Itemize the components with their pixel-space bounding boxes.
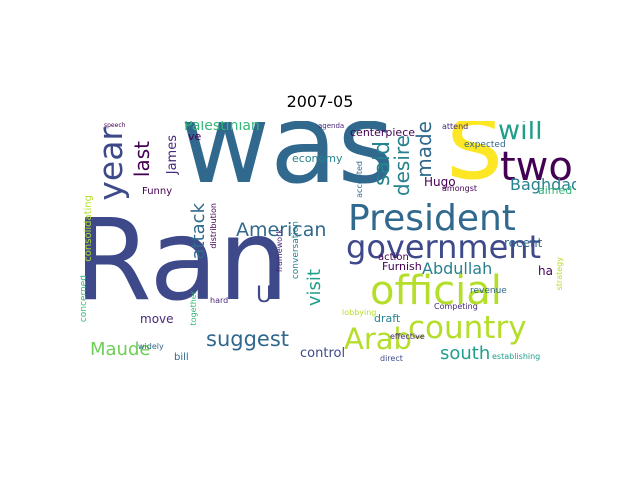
word-ve: ve (188, 130, 202, 143)
word-bill: bill (174, 352, 189, 363)
word-hugo: Hugo (424, 175, 456, 189)
word-james: James (165, 135, 180, 175)
word-attend: attend (442, 122, 469, 131)
word-lobbying: lobbying (342, 308, 377, 317)
word-year: year (91, 127, 130, 201)
word-ha: ha (538, 264, 553, 278)
word-action: action (378, 252, 409, 263)
word-was: was (180, 121, 395, 208)
word-desire: desire (390, 135, 414, 197)
word-revenue: revenue (470, 286, 507, 296)
word-cloud: was Ran s two President government offic… (80, 121, 576, 369)
word-visit: visit (304, 269, 325, 307)
word-centerpiece: centerpiece (350, 126, 416, 139)
word-two: two (500, 144, 573, 190)
word-south: south (440, 343, 491, 364)
word-move: move (140, 312, 174, 326)
word-together: together (189, 291, 198, 326)
word-maude: Maude (90, 339, 151, 360)
word-u: U (256, 283, 273, 308)
word-abdullah: Abdullah (422, 259, 493, 278)
word-will: will (498, 121, 543, 146)
word-made: made (412, 121, 436, 178)
word-expected: expected (464, 140, 506, 150)
word-suggest: suggest (206, 327, 290, 351)
word-control: control (300, 346, 346, 361)
word-government: government (346, 228, 542, 266)
word-consolidating: consolidating (83, 195, 94, 262)
chart-title: 2007-05 (286, 92, 354, 111)
word-competing: Competing (434, 302, 478, 311)
word-baghdad: Baghdad (510, 175, 576, 194)
word-distribution: distribution (209, 203, 218, 249)
word-draft: draft (374, 312, 401, 325)
word-palestinian: Palestinian (184, 121, 260, 134)
word-framework: framework (275, 229, 284, 273)
word-hard: hard (210, 296, 229, 305)
word-ran: Ran (80, 196, 289, 326)
word-furnish: Furnish (382, 260, 422, 273)
word-effective: effective (390, 332, 425, 341)
word-concerned: concerned (80, 275, 89, 323)
word-president: President (348, 198, 516, 239)
word-strategy: strategy (555, 257, 564, 291)
word-conversation: conversation (291, 221, 301, 280)
word-official: official (370, 268, 502, 314)
word-establishing: establishing (492, 352, 541, 361)
word-economy: economy (292, 152, 343, 165)
word-amongst: amongst (442, 184, 478, 193)
word-agenda: agenda (318, 122, 345, 130)
word-accepted: accepted (355, 161, 364, 198)
word-american: American (236, 219, 327, 241)
word-widely: widely (138, 342, 164, 351)
word-speech: speech (104, 122, 126, 129)
word-attack: attack (188, 203, 209, 260)
word-aimed: aimed (538, 184, 573, 197)
word-recent: recent (504, 236, 543, 250)
word-country: country (408, 310, 527, 346)
word-s: s (446, 121, 504, 204)
word-last: last (130, 141, 154, 178)
word-arab: Arab (344, 322, 412, 356)
word-direct: direct (380, 354, 403, 363)
word-funny: Funny (142, 186, 173, 197)
